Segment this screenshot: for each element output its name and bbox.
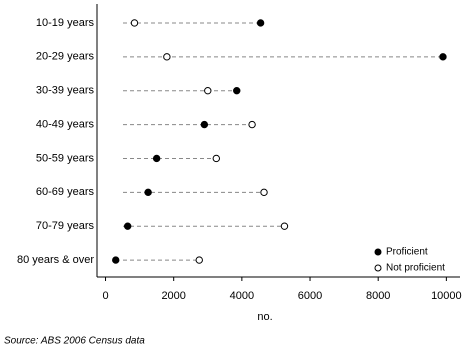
y-tick-label: 40-49 years <box>36 118 95 130</box>
dot <box>163 53 171 61</box>
dot <box>123 222 132 230</box>
legend-marker <box>374 248 382 256</box>
x-tick-label: 6000 <box>298 290 322 302</box>
legend-marker <box>374 264 382 272</box>
x-tick-label: 10000 <box>431 290 462 302</box>
dot <box>248 120 256 129</box>
dot <box>195 256 203 264</box>
y-tick-label: 30-39 years <box>36 85 95 97</box>
legend-label: Proficient <box>386 247 428 258</box>
dot <box>152 154 161 163</box>
y-tick-label: 50-59 years <box>36 152 95 164</box>
dot <box>204 86 212 95</box>
dot <box>144 188 152 197</box>
y-tick-label: 10-19 years <box>36 17 95 29</box>
dot <box>256 19 265 27</box>
x-axis-label: no. <box>257 311 272 323</box>
y-tick-label: 80 years & over <box>17 254 94 266</box>
dot <box>260 188 268 197</box>
dot <box>439 53 447 61</box>
x-tick-label: 0 <box>102 290 108 302</box>
dot <box>233 86 241 95</box>
dot <box>200 120 209 129</box>
dot <box>212 154 220 163</box>
y-tick-label: 70-79 years <box>36 220 95 232</box>
source-note: Source: ABS 2006 Census data <box>4 336 145 347</box>
dot <box>130 19 139 27</box>
dot <box>112 256 120 264</box>
y-tick-label: 60-69 years <box>36 186 95 198</box>
x-tick-label: 2000 <box>161 290 185 302</box>
dot <box>280 222 289 230</box>
y-tick-label: 20-29 years <box>36 51 95 63</box>
x-tick-label: 8000 <box>366 290 390 302</box>
legend-label: Not proficient <box>386 263 445 274</box>
x-tick-label: 4000 <box>230 290 254 302</box>
